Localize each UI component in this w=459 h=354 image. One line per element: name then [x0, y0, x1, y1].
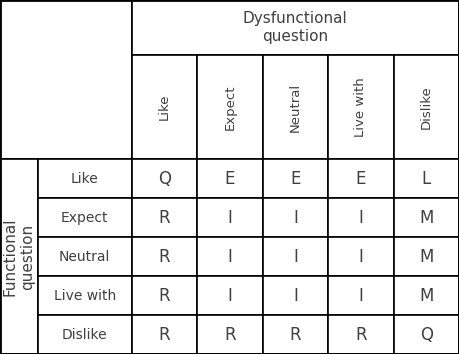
- Bar: [38, 198, 132, 237]
- Text: R: R: [159, 287, 170, 304]
- Text: Expect: Expect: [224, 84, 236, 130]
- Bar: [132, 198, 197, 237]
- Text: I: I: [358, 209, 363, 227]
- Bar: [38, 315, 132, 354]
- Text: I: I: [228, 287, 232, 304]
- Bar: [328, 198, 393, 237]
- Bar: [132, 315, 197, 354]
- Bar: [393, 315, 459, 354]
- Bar: [393, 237, 459, 276]
- Text: Live with: Live with: [354, 77, 367, 137]
- Text: I: I: [293, 209, 298, 227]
- Text: L: L: [422, 170, 431, 188]
- Text: M: M: [419, 248, 433, 266]
- Text: Q: Q: [420, 326, 433, 343]
- Text: E: E: [225, 170, 235, 188]
- Bar: [393, 276, 459, 315]
- Text: R: R: [159, 326, 170, 343]
- Bar: [197, 198, 263, 237]
- Text: I: I: [228, 248, 232, 266]
- Bar: [38, 276, 132, 315]
- Text: Neutral: Neutral: [289, 82, 302, 132]
- Text: Expect: Expect: [61, 211, 108, 225]
- Text: Functional
question: Functional question: [3, 217, 35, 296]
- Text: Dislike: Dislike: [420, 85, 433, 129]
- Bar: [328, 159, 393, 198]
- Text: R: R: [159, 209, 170, 227]
- Bar: [38, 237, 132, 276]
- Bar: [132, 159, 197, 198]
- Bar: [0, 0, 132, 159]
- Bar: [197, 159, 263, 198]
- Bar: [263, 198, 328, 237]
- Text: Like: Like: [71, 172, 99, 186]
- Text: I: I: [293, 248, 298, 266]
- Text: Q: Q: [158, 170, 171, 188]
- Text: I: I: [358, 287, 363, 304]
- Text: M: M: [419, 209, 433, 227]
- Bar: [132, 276, 197, 315]
- Bar: [328, 315, 393, 354]
- Text: Dislike: Dislike: [62, 327, 107, 342]
- Text: Live with: Live with: [54, 289, 116, 303]
- Bar: [197, 55, 263, 159]
- Bar: [393, 198, 459, 237]
- Bar: [263, 55, 328, 159]
- Bar: [328, 276, 393, 315]
- Bar: [328, 55, 393, 159]
- Bar: [197, 315, 263, 354]
- Text: R: R: [159, 248, 170, 266]
- Text: Neutral: Neutral: [59, 250, 110, 264]
- Text: Dysfunctional
question: Dysfunctional question: [243, 11, 348, 44]
- Bar: [38, 159, 132, 198]
- Bar: [263, 315, 328, 354]
- Bar: [393, 55, 459, 159]
- Bar: [263, 237, 328, 276]
- Bar: [197, 237, 263, 276]
- Bar: [132, 0, 459, 55]
- Bar: [263, 159, 328, 198]
- Text: E: E: [356, 170, 366, 188]
- Text: I: I: [228, 209, 232, 227]
- Text: R: R: [355, 326, 367, 343]
- Bar: [263, 276, 328, 315]
- Text: R: R: [290, 326, 301, 343]
- Text: M: M: [419, 287, 433, 304]
- Bar: [132, 55, 197, 159]
- Text: E: E: [290, 170, 301, 188]
- Bar: [393, 159, 459, 198]
- Text: Like: Like: [158, 94, 171, 120]
- Text: R: R: [224, 326, 236, 343]
- Bar: [0, 159, 38, 354]
- Bar: [132, 237, 197, 276]
- Bar: [197, 276, 263, 315]
- Bar: [328, 237, 393, 276]
- Text: I: I: [293, 287, 298, 304]
- Text: I: I: [358, 248, 363, 266]
